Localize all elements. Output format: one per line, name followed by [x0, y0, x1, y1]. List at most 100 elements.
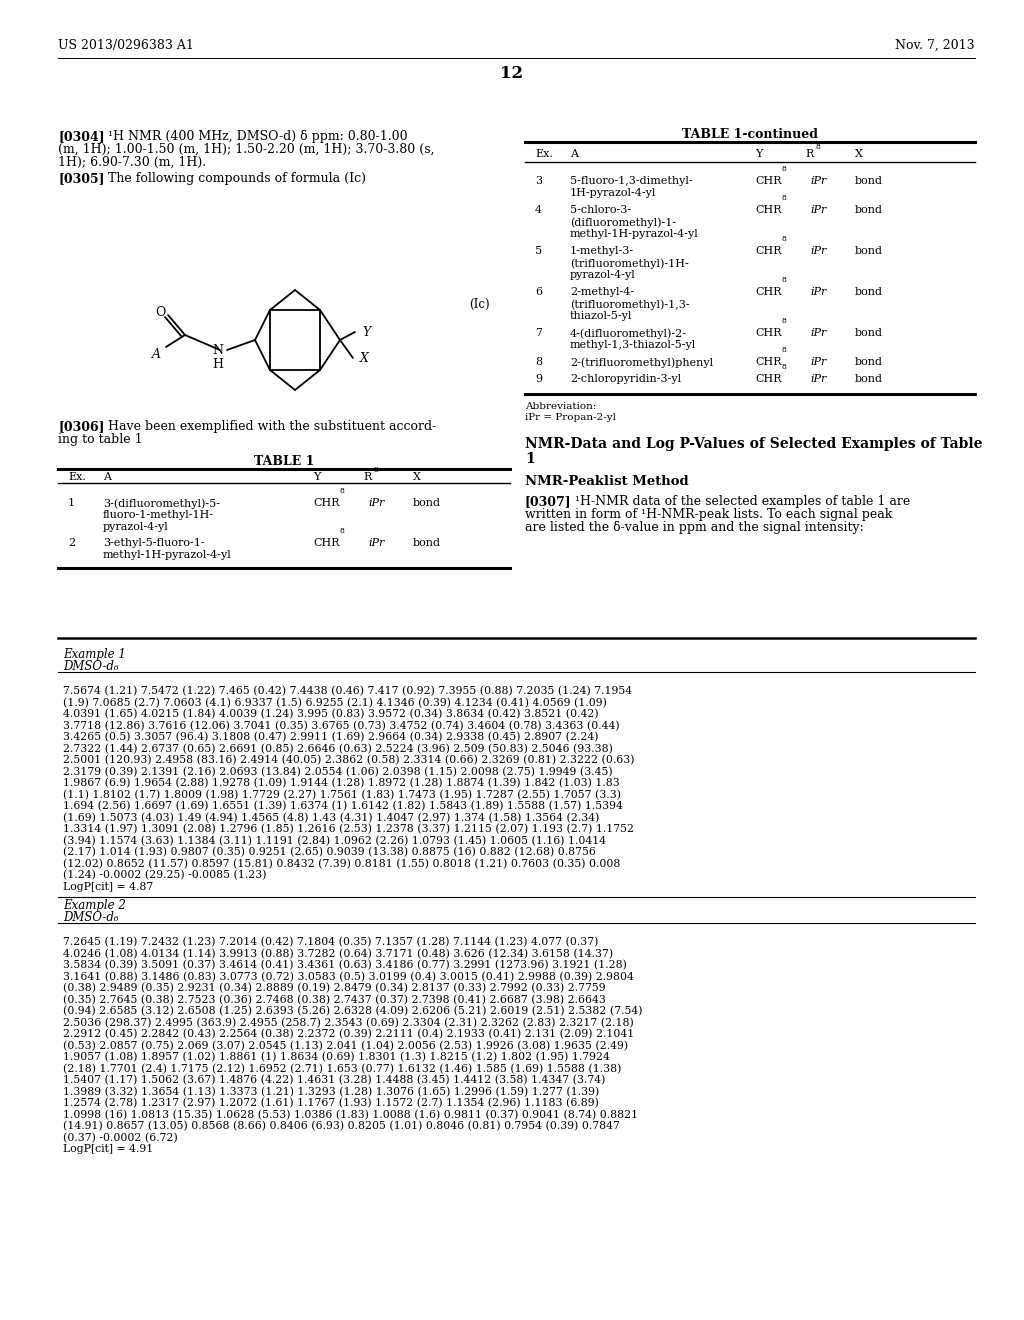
Text: (1.24) -0.0002 (29.25) -0.0085 (1.23): (1.24) -0.0002 (29.25) -0.0085 (1.23) — [63, 870, 266, 880]
Text: (1.1) 1.8102 (1.7) 1.8009 (1.98) 1.7729 (2.27) 1.7561 (1.83) 1.7473 (1.95) 1.728: (1.1) 1.8102 (1.7) 1.8009 (1.98) 1.7729 … — [63, 789, 621, 800]
Text: 1.9057 (1.08) 1.8957 (1.02) 1.8861 (1) 1.8634 (0.69) 1.8301 (1.3) 1.8215 (1.2) 1: 1.9057 (1.08) 1.8957 (1.02) 1.8861 (1) 1… — [63, 1052, 610, 1063]
Text: 2-chloropyridin-3-yl: 2-chloropyridin-3-yl — [570, 374, 681, 384]
Text: The following compounds of formula (Ic): The following compounds of formula (Ic) — [108, 172, 366, 185]
Text: pyrazol-4-yl: pyrazol-4-yl — [103, 521, 169, 532]
Text: 3.1641 (0.88) 3.1486 (0.83) 3.0773 (0.72) 3.0583 (0.5) 3.0199 (0.4) 3.0015 (0.41: 3.1641 (0.88) 3.1486 (0.83) 3.0773 (0.72… — [63, 972, 634, 982]
Text: 7.2645 (1.19) 7.2432 (1.23) 7.2014 (0.42) 7.1804 (0.35) 7.1357 (1.28) 7.1144 (1.: 7.2645 (1.19) 7.2432 (1.23) 7.2014 (0.42… — [63, 937, 598, 948]
Text: O: O — [155, 306, 165, 319]
Text: Nov. 7, 2013: Nov. 7, 2013 — [895, 40, 975, 51]
Text: 1H); 6.90-7.30 (m, 1H).: 1H); 6.90-7.30 (m, 1H). — [58, 156, 206, 169]
Text: Ex.: Ex. — [535, 149, 553, 158]
Text: methyl-1,3-thiazol-5-yl: methyl-1,3-thiazol-5-yl — [570, 341, 696, 350]
Text: 5: 5 — [535, 246, 542, 256]
Text: (2.18) 1.7701 (2.4) 1.7175 (2.12) 1.6952 (2.71) 1.653 (0.77) 1.6132 (1.46) 1.585: (2.18) 1.7701 (2.4) 1.7175 (2.12) 1.6952… — [63, 1064, 622, 1073]
Text: 1.5407 (1.17) 1.5062 (3.67) 1.4876 (4.22) 1.4631 (3.28) 1.4488 (3.45) 1.4412 (3.: 1.5407 (1.17) 1.5062 (3.67) 1.4876 (4.22… — [63, 1074, 605, 1085]
Text: [0305]: [0305] — [58, 172, 104, 185]
Text: ¹H NMR (400 MHz, DMSO-d) δ ppm: 0.80-1.00: ¹H NMR (400 MHz, DMSO-d) δ ppm: 0.80-1.0… — [108, 129, 408, 143]
Text: CHR: CHR — [755, 327, 781, 338]
Text: iPr: iPr — [368, 539, 384, 548]
Text: (m, 1H); 1.00-1.50 (m, 1H); 1.50-2.20 (m, 1H); 3.70-3.80 (s,: (m, 1H); 1.00-1.50 (m, 1H); 1.50-2.20 (m… — [58, 143, 434, 156]
Text: iPr: iPr — [810, 246, 826, 256]
Text: 1-methyl-3-: 1-methyl-3- — [570, 246, 634, 256]
Text: CHR: CHR — [755, 356, 781, 367]
Text: (2.17) 1.014 (1.93) 0.9807 (0.35) 0.9251 (2.65) 0.9039 (13.38) 0.8875 (16) 0.882: (2.17) 1.014 (1.93) 0.9807 (0.35) 0.9251… — [63, 847, 596, 857]
Text: R: R — [362, 473, 372, 482]
Text: CHR: CHR — [313, 498, 340, 508]
Text: (trifluoromethyl)-1,3-: (trifluoromethyl)-1,3- — [570, 300, 689, 310]
Text: NMR-Data and Log P-Values of Selected Examples of Table: NMR-Data and Log P-Values of Selected Ex… — [525, 437, 982, 451]
Text: bond: bond — [855, 176, 883, 186]
Text: 1.3989 (3.32) 1.3654 (1.13) 1.3373 (1.21) 1.3293 (1.28) 1.3076 (1.65) 1.2996 (1.: 1.3989 (3.32) 1.3654 (1.13) 1.3373 (1.21… — [63, 1086, 599, 1097]
Text: Have been exemplified with the substituent accord-: Have been exemplified with the substitue… — [108, 420, 436, 433]
Text: 4.0246 (1.08) 4.0134 (1.14) 3.9913 (0.88) 3.7282 (0.64) 3.7171 (0.48) 3.626 (12.: 4.0246 (1.08) 4.0134 (1.14) 3.9913 (0.88… — [63, 949, 613, 958]
Text: 8: 8 — [782, 363, 786, 371]
Text: CHR: CHR — [755, 205, 781, 215]
Text: [0306]: [0306] — [58, 420, 104, 433]
Text: bond: bond — [855, 286, 883, 297]
Text: 8: 8 — [782, 235, 786, 243]
Text: A: A — [570, 149, 578, 158]
Text: iPr: iPr — [810, 356, 826, 367]
Text: 1.0998 (16) 1.0813 (15.35) 1.0628 (5.53) 1.0386 (1.83) 1.0088 (1.6) 0.9811 (0.37: 1.0998 (16) 1.0813 (15.35) 1.0628 (5.53)… — [63, 1110, 638, 1119]
Text: (0.38) 2.9489 (0.35) 2.9231 (0.34) 2.8889 (0.19) 2.8479 (0.34) 2.8137 (0.33) 2.7: (0.38) 2.9489 (0.35) 2.9231 (0.34) 2.888… — [63, 983, 605, 994]
Text: 8: 8 — [782, 346, 786, 354]
Text: 2-methyl-4-: 2-methyl-4- — [570, 286, 634, 297]
Text: Y: Y — [313, 473, 321, 482]
Text: (3.94) 1.1574 (3.63) 1.1384 (3.11) 1.1191 (2.84) 1.0962 (2.26) 1.0793 (1.45) 1.0: (3.94) 1.1574 (3.63) 1.1384 (3.11) 1.119… — [63, 836, 606, 846]
Text: A: A — [152, 347, 161, 360]
Text: (Ic): (Ic) — [469, 298, 490, 312]
Text: 8: 8 — [535, 356, 542, 367]
Text: CHR: CHR — [755, 246, 781, 256]
Text: 2.5001 (120.93) 2.4958 (83.16) 2.4914 (40.05) 2.3862 (0.58) 2.3314 (0.66) 2.3269: 2.5001 (120.93) 2.4958 (83.16) 2.4914 (4… — [63, 755, 635, 766]
Text: 8: 8 — [340, 527, 345, 535]
Text: iPr: iPr — [810, 286, 826, 297]
Text: 6: 6 — [535, 286, 542, 297]
Text: 1.694 (2.56) 1.6697 (1.69) 1.6551 (1.39) 1.6374 (1) 1.6142 (1.82) 1.5843 (1.89) : 1.694 (2.56) 1.6697 (1.69) 1.6551 (1.39)… — [63, 801, 623, 812]
Text: 8: 8 — [782, 194, 786, 202]
Text: 8: 8 — [373, 466, 378, 474]
Text: 1.3314 (1.97) 1.3091 (2.08) 1.2796 (1.85) 1.2616 (2.53) 1.2378 (3.37) 1.2115 (2.: 1.3314 (1.97) 1.3091 (2.08) 1.2796 (1.85… — [63, 824, 634, 834]
Text: LogP[cit] = 4.91: LogP[cit] = 4.91 — [63, 1144, 154, 1154]
Text: 1: 1 — [525, 451, 535, 466]
Text: TABLE 1-continued: TABLE 1-continued — [682, 128, 818, 141]
Text: Example 2: Example 2 — [63, 899, 126, 912]
Text: 3: 3 — [535, 176, 542, 186]
Text: CHR: CHR — [755, 176, 781, 186]
Text: bond: bond — [413, 539, 441, 548]
Text: (14.91) 0.8657 (13.05) 0.8568 (8.66) 0.8406 (6.93) 0.8205 (1.01) 0.8046 (0.81) 0: (14.91) 0.8657 (13.05) 0.8568 (8.66) 0.8… — [63, 1121, 620, 1131]
Text: ¹H-NMR data of the selected examples of table 1 are: ¹H-NMR data of the selected examples of … — [575, 495, 910, 508]
Text: fluoro-1-methyl-1H-: fluoro-1-methyl-1H- — [103, 510, 214, 520]
Text: 1H-pyrazol-4-yl: 1H-pyrazol-4-yl — [570, 187, 656, 198]
Text: US 2013/0296383 A1: US 2013/0296383 A1 — [58, 40, 194, 51]
Text: 1: 1 — [68, 498, 75, 508]
Text: X: X — [360, 351, 369, 364]
Text: CHR: CHR — [755, 286, 781, 297]
Text: TABLE 1: TABLE 1 — [254, 455, 314, 469]
Text: bond: bond — [413, 498, 441, 508]
Text: iPr: iPr — [810, 374, 826, 384]
Text: 4.0391 (1.65) 4.0215 (1.84) 4.0039 (1.24) 3.995 (0.83) 3.9572 (0.34) 3.8634 (0.4: 4.0391 (1.65) 4.0215 (1.84) 4.0039 (1.24… — [63, 709, 599, 719]
Text: 3.4265 (0.5) 3.3057 (96.4) 3.1808 (0.47) 2.9911 (1.69) 2.9664 (0.34) 2.9338 (0.4: 3.4265 (0.5) 3.3057 (96.4) 3.1808 (0.47)… — [63, 733, 598, 742]
Text: 3-(difluoromethyl)-5-: 3-(difluoromethyl)-5- — [103, 498, 220, 508]
Text: (trifluoromethyl)-1H-: (trifluoromethyl)-1H- — [570, 257, 689, 268]
Text: (1.69) 1.5073 (4.03) 1.49 (4.94) 1.4565 (4.8) 1.43 (4.31) 1.4047 (2.97) 1.374 (1: (1.69) 1.5073 (4.03) 1.49 (4.94) 1.4565 … — [63, 813, 599, 822]
Text: iPr: iPr — [810, 205, 826, 215]
Text: [0304]: [0304] — [58, 129, 104, 143]
Text: X: X — [855, 149, 863, 158]
Text: iPr: iPr — [810, 327, 826, 338]
Text: 3-ethyl-5-fluoro-1-: 3-ethyl-5-fluoro-1- — [103, 539, 205, 548]
Text: iPr: iPr — [810, 176, 826, 186]
Text: 12: 12 — [501, 65, 523, 82]
Text: 5-chloro-3-: 5-chloro-3- — [570, 205, 631, 215]
Text: (0.53) 2.0857 (0.75) 2.069 (3.07) 2.0545 (1.13) 2.041 (1.04) 2.0056 (2.53) 1.992: (0.53) 2.0857 (0.75) 2.069 (3.07) 2.0545… — [63, 1040, 628, 1051]
Text: 8: 8 — [782, 276, 786, 284]
Text: bond: bond — [855, 356, 883, 367]
Text: written in form of ¹H-NMR-peak lists. To each signal peak: written in form of ¹H-NMR-peak lists. To… — [525, 508, 892, 521]
Text: 7.5674 (1.21) 7.5472 (1.22) 7.465 (0.42) 7.4438 (0.46) 7.417 (0.92) 7.3955 (0.88: 7.5674 (1.21) 7.5472 (1.22) 7.465 (0.42)… — [63, 686, 632, 697]
Text: (0.37) -0.0002 (6.72): (0.37) -0.0002 (6.72) — [63, 1133, 178, 1143]
Text: 3.7718 (12.86) 3.7616 (12.06) 3.7041 (0.35) 3.6765 (0.73) 3.4752 (0.74) 3.4604 (: 3.7718 (12.86) 3.7616 (12.06) 3.7041 (0.… — [63, 721, 620, 731]
Text: Example 1: Example 1 — [63, 648, 126, 661]
Text: Y: Y — [755, 149, 763, 158]
Text: 2.3179 (0.39) 2.1391 (2.16) 2.0693 (13.84) 2.0554 (1.06) 2.0398 (1.15) 2.0098 (2: 2.3179 (0.39) 2.1391 (2.16) 2.0693 (13.8… — [63, 767, 612, 776]
Text: 1.9867 (6.9) 1.9654 (2.88) 1.9278 (1.09) 1.9144 (1.28) 1.8972 (1.28) 1.8874 (1.3: 1.9867 (6.9) 1.9654 (2.88) 1.9278 (1.09)… — [63, 777, 620, 788]
